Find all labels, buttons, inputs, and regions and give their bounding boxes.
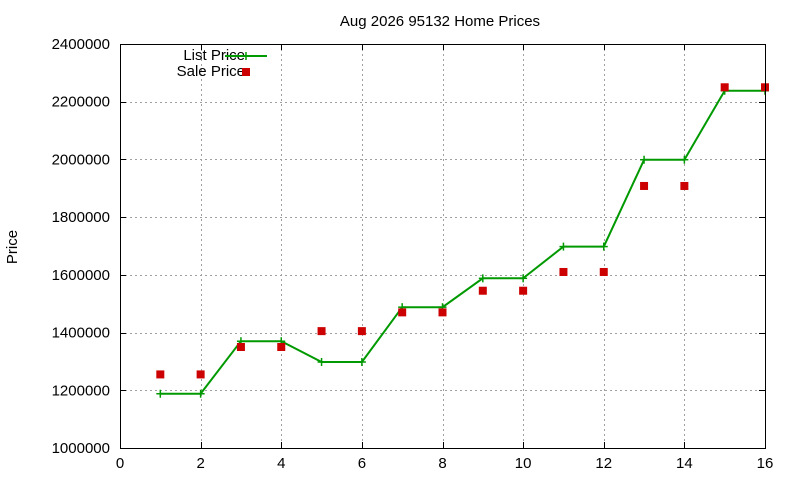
x-tick-label: 16 — [757, 455, 774, 472]
y-tick-label: 1200000 — [52, 382, 110, 399]
sale-price-point — [640, 181, 649, 190]
list-price-point — [357, 358, 366, 367]
list-price-point — [317, 358, 326, 367]
list-price-point — [196, 389, 205, 398]
sale-price-point — [398, 308, 407, 317]
sale-price-point — [317, 327, 326, 336]
sale-price-point — [357, 327, 366, 336]
x-tick-labels: 0 2 4 6 8 10 12 14 16 — [116, 455, 774, 472]
y-axis-label: Price — [4, 230, 21, 264]
y-tick-label: 1800000 — [52, 209, 110, 226]
legend-label-sale-price: Sale Price — [177, 63, 245, 80]
y-tick-label: 1000000 — [52, 440, 110, 457]
y-tick-label: 1600000 — [52, 267, 110, 284]
x-tick-label: 6 — [358, 455, 366, 472]
list-price-point — [640, 155, 649, 164]
sale-price-point — [438, 308, 447, 317]
sale-price-point — [519, 286, 528, 295]
sale-price-point — [680, 181, 689, 190]
list-price-point — [519, 274, 528, 283]
y-tick-labels: 1000000 1200000 1400000 1600000 1800000 20000… — [52, 36, 110, 457]
chart-title: Aug 2026 95132 Home Prices — [340, 13, 540, 30]
axis-ticks — [120, 44, 766, 449]
list-price-point — [156, 389, 165, 398]
list-price-point — [478, 274, 487, 283]
list-price-point — [599, 242, 608, 251]
legend-marker-sale-price — [242, 68, 250, 76]
y-tick-label: 1400000 — [52, 325, 110, 342]
sale-price-point — [236, 343, 245, 351]
x-tick-label: 12 — [595, 455, 612, 472]
sale-price-point — [559, 267, 568, 276]
legend-marker-list-price — [242, 52, 250, 60]
plot-frame — [120, 44, 766, 449]
y-tick-label: 2400000 — [52, 36, 110, 53]
x-tick-label: 2 — [196, 455, 204, 472]
x-tick-label: 4 — [277, 455, 285, 472]
sale-price-point — [196, 370, 205, 379]
y-tick-label: 2200000 — [52, 94, 110, 111]
list-price-line — [160, 89, 765, 395]
sale-price-point — [599, 267, 608, 276]
sale-price-point — [478, 286, 487, 295]
sale-price-point — [156, 370, 165, 379]
x-tick-label: 10 — [515, 455, 532, 472]
list-price-point — [559, 242, 568, 251]
list-price-point — [680, 155, 689, 164]
sale-price-point — [720, 83, 729, 92]
legend-label-list-price: List Price — [183, 47, 245, 64]
x-tick-label: 8 — [438, 455, 446, 472]
grid — [120, 44, 765, 448]
sale-price-point — [277, 343, 286, 351]
y-tick-label: 2000000 — [52, 151, 110, 168]
x-tick-label: 0 — [116, 455, 124, 472]
x-tick-label: 14 — [676, 455, 693, 472]
series — [156, 83, 769, 398]
